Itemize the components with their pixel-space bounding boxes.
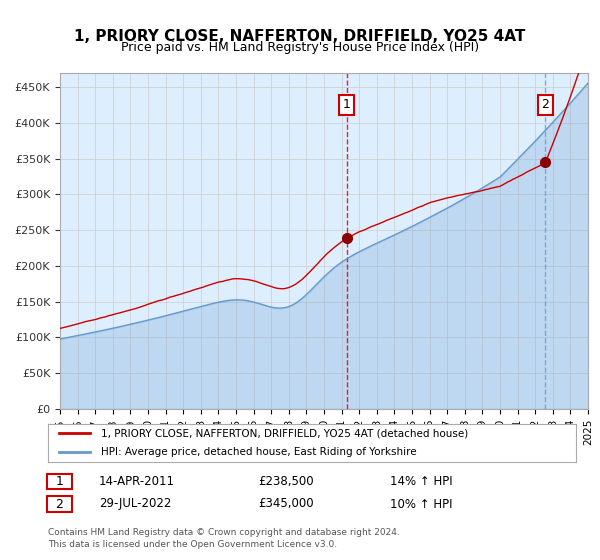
- Text: 10% ↑ HPI: 10% ↑ HPI: [390, 497, 452, 511]
- Text: 14% ↑ HPI: 14% ↑ HPI: [390, 475, 452, 488]
- FancyBboxPatch shape: [47, 474, 72, 489]
- Text: HPI: Average price, detached house, East Riding of Yorkshire: HPI: Average price, detached house, East…: [101, 447, 416, 458]
- Text: Contains HM Land Registry data © Crown copyright and database right 2024.
This d: Contains HM Land Registry data © Crown c…: [48, 528, 400, 549]
- Text: 2: 2: [55, 497, 64, 511]
- Text: Price paid vs. HM Land Registry's House Price Index (HPI): Price paid vs. HM Land Registry's House …: [121, 41, 479, 54]
- FancyBboxPatch shape: [47, 496, 72, 512]
- Text: £238,500: £238,500: [258, 475, 314, 488]
- Text: £345,000: £345,000: [258, 497, 314, 511]
- Text: 1, PRIORY CLOSE, NAFFERTON, DRIFFIELD, YO25 4AT: 1, PRIORY CLOSE, NAFFERTON, DRIFFIELD, Y…: [74, 29, 526, 44]
- Text: 1: 1: [55, 475, 64, 488]
- Text: 1: 1: [343, 99, 350, 111]
- Text: 2: 2: [541, 99, 549, 111]
- Text: 1, PRIORY CLOSE, NAFFERTON, DRIFFIELD, YO25 4AT (detached house): 1, PRIORY CLOSE, NAFFERTON, DRIFFIELD, Y…: [101, 428, 468, 438]
- Text: 29-JUL-2022: 29-JUL-2022: [99, 497, 172, 511]
- Text: 14-APR-2011: 14-APR-2011: [99, 475, 175, 488]
